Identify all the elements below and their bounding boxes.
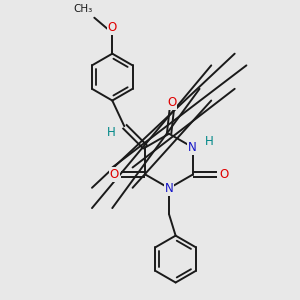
Text: N: N (165, 182, 173, 195)
Text: N: N (188, 141, 197, 154)
Text: O: O (108, 21, 117, 34)
Text: O: O (110, 168, 119, 181)
Text: H: H (205, 135, 213, 148)
Text: O: O (167, 96, 176, 109)
Text: CH₃: CH₃ (73, 4, 92, 14)
Text: H: H (107, 126, 116, 139)
Text: O: O (219, 168, 228, 181)
